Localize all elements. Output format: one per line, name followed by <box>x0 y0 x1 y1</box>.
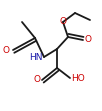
Text: O: O <box>3 46 10 55</box>
Text: O: O <box>84 36 91 45</box>
Text: O: O <box>59 18 67 27</box>
Text: HN: HN <box>29 53 43 61</box>
Text: HO: HO <box>71 73 85 82</box>
Text: O: O <box>34 75 41 84</box>
